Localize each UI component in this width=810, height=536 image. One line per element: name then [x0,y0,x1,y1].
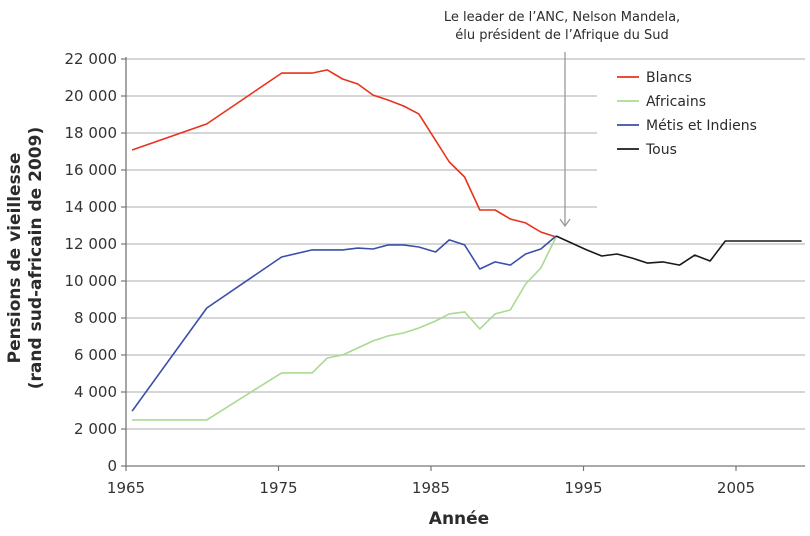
axes: 0 2 000 4 000 6 000 8 000 10 000 12 000 14 000 1… [5,50,805,529]
y-tick-label: 16 000 [65,161,118,179]
y-tick-label: 8 000 [74,309,117,327]
y-tick-label: 4 000 [74,383,117,401]
y-tick-label: 14 000 [65,198,118,216]
y-axis-title-line: Pensions de vieillesse [5,153,25,364]
series-africains [132,236,557,421]
mandela-annotation: Le leader de l’ANC, Nelson Mandela, élu p… [444,10,680,228]
legend-label: Blancs [646,70,692,86]
arrow-down-icon [559,218,571,228]
x-tick-label: 1975 [259,479,297,497]
y-tick-label: 0 [107,457,117,475]
y-axis-title: Pensions de vieillesse(rand sud-africain… [5,127,46,389]
y-tick-label: 20 000 [65,87,118,105]
x-tick-label: 1965 [107,479,145,497]
gridlines [126,58,805,430]
series-tous [555,235,802,266]
y-tick-label: 6 000 [74,346,117,364]
y-tick-label: 12 000 [65,235,118,253]
legend-label: Tous [645,142,677,158]
annotation-text: Le leader de l’ANC, Nelson Mandela, [444,10,680,25]
y-tick-label: 22 000 [65,50,118,68]
y-tick-label: 18 000 [65,124,118,142]
y-axis-title-line: (rand sud-africain de 2009) [26,127,46,389]
series-blancs [131,69,557,238]
x-axis-title: Année [429,509,489,529]
legend-label: Métis et Indiens [646,118,757,134]
series-métis-et-indiens [131,235,557,412]
legend: Blancs Africains Métis et Indiens Tous [617,70,757,158]
series-lines [131,69,802,421]
x-tick-label: 2005 [717,479,755,497]
y-tick-label: 10 000 [65,272,118,290]
x-tick-label: 1995 [564,479,602,497]
y-tick-label: 2 000 [74,420,117,438]
annotation-text: élu président de l’Afrique du Sud [455,28,668,43]
legend-label: Africains [646,94,706,110]
x-tick-label: 1985 [412,479,450,497]
